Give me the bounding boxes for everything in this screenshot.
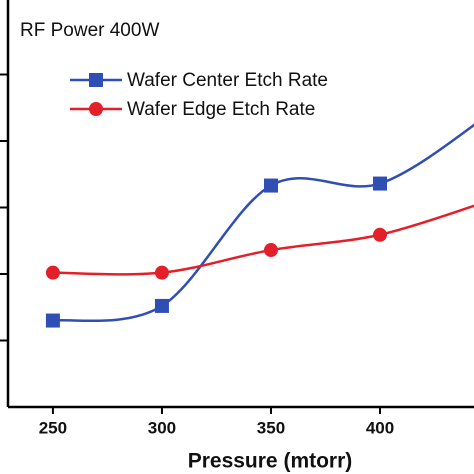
marker bbox=[263, 243, 278, 258]
x-axis-label: Pressure (mtorr) bbox=[188, 450, 353, 473]
marker bbox=[45, 265, 60, 280]
marker bbox=[263, 178, 278, 193]
marker bbox=[154, 298, 169, 313]
line bbox=[52, 204, 474, 276]
x-tick-label: 300 bbox=[148, 418, 176, 437]
line bbox=[52, 123, 474, 323]
marker bbox=[373, 176, 388, 191]
legend-label: Wafer Edge Etch Rate bbox=[127, 99, 315, 120]
chart-title: RF Power 400W bbox=[20, 20, 159, 41]
marker bbox=[45, 313, 60, 328]
x-tick-label: 400 bbox=[366, 418, 394, 437]
x-tick-label: 250 bbox=[39, 418, 67, 437]
marker bbox=[373, 227, 388, 242]
x-tick-label: 350 bbox=[257, 418, 285, 437]
legend-label: Wafer Center Etch Rate bbox=[127, 70, 328, 91]
marker bbox=[154, 265, 169, 280]
plot-area bbox=[45, 73, 474, 328]
